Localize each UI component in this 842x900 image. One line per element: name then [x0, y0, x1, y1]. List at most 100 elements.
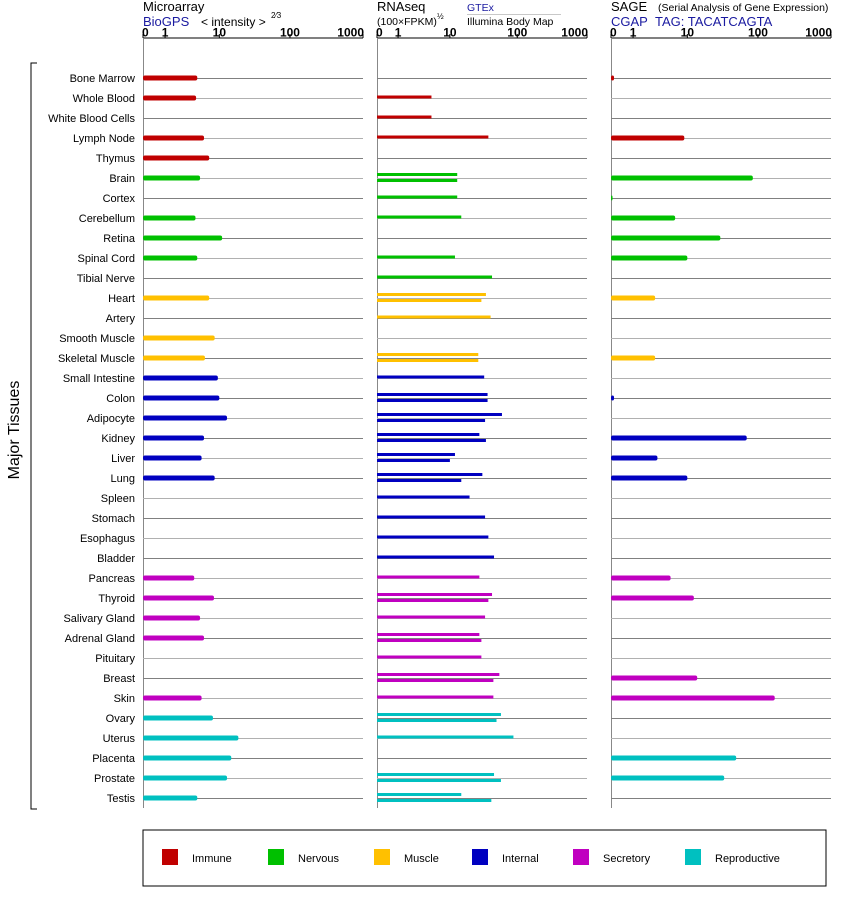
sage-tick-label: 1 — [630, 26, 637, 40]
legend-label: Secretory — [603, 853, 651, 865]
rnaseq-bar — [377, 115, 432, 119]
tissue-label: Thymus — [96, 153, 136, 165]
microarray-tick-label: 1000 — [337, 26, 364, 40]
microarray-unit: < intensity > — [201, 15, 266, 29]
y-axis-title: Major Tissues — [6, 381, 23, 480]
microarray-bar — [143, 175, 201, 181]
rnaseq-bar — [377, 655, 482, 659]
rnaseq-tick-label: 0 — [376, 26, 383, 40]
tissue-label: Pituitary — [95, 653, 135, 665]
rnaseq-bar — [377, 799, 492, 802]
rnaseq-bar — [377, 673, 500, 676]
sage-bar — [611, 75, 615, 81]
microarray-bar — [143, 255, 198, 261]
tissue-label: Artery — [106, 313, 136, 325]
microarray-bar — [143, 455, 202, 461]
legend-label: Nervous — [298, 853, 339, 865]
tissue-label: Spinal Cord — [78, 253, 135, 265]
rnaseq-bar — [377, 419, 486, 422]
microarray-bar — [143, 395, 220, 401]
microarray-bar — [143, 695, 202, 701]
microarray-bar — [143, 215, 196, 221]
rnaseq-bar — [377, 495, 470, 499]
tissue-label: Skin — [114, 693, 135, 705]
rnaseq-bar — [377, 275, 493, 279]
rnaseq-bar — [377, 773, 495, 776]
rnaseq-bar — [377, 393, 488, 396]
sage-bar — [611, 675, 698, 681]
rnaseq-bar — [377, 359, 479, 362]
rnaseq-bar — [377, 575, 480, 579]
sage-source: CGAP — [611, 14, 648, 29]
tissue-label: Kidney — [101, 433, 135, 445]
rnaseq-bar — [377, 615, 486, 619]
sage-tick-label: 0 — [610, 26, 617, 40]
tissue-label: Skeletal Muscle — [58, 353, 135, 365]
rnaseq-tick-label: 1 — [395, 26, 402, 40]
tissue-label: Stomach — [92, 513, 135, 525]
tissue-label: Brain — [109, 173, 135, 185]
legend-swatch — [268, 849, 284, 865]
microarray-tick-label: 1 — [162, 26, 169, 40]
legend-swatch — [374, 849, 390, 865]
rnaseq-bar — [377, 555, 495, 559]
rnaseq-bar — [377, 375, 485, 379]
tissue-label: Smooth Muscle — [59, 333, 135, 345]
tissue-label: Lymph Node — [73, 133, 135, 145]
rnaseq-unit: (100×FPKM) — [377, 16, 437, 28]
rnaseq-unit-exponent: ½ — [437, 12, 444, 21]
rnaseq-bar — [377, 135, 489, 139]
microarray-tick-label: 100 — [280, 26, 300, 40]
sage-bar — [611, 575, 671, 581]
tissue-label: Uterus — [103, 733, 136, 745]
sage-bar — [611, 455, 658, 461]
tissue-label: Spleen — [101, 493, 135, 505]
rnaseq-bar — [377, 315, 491, 319]
rnaseq-bar — [377, 793, 462, 796]
tissue-label: Retina — [103, 233, 136, 245]
rnaseq-bar — [377, 293, 486, 296]
rnaseq-bar — [377, 353, 479, 356]
rnaseq-bar — [377, 255, 455, 259]
rnaseq-title: RNAseq — [377, 0, 425, 14]
microarray-unit-exponent: 2⁄3 — [271, 11, 282, 20]
microarray-tick-label: 10 — [213, 26, 227, 40]
rnaseq-bar — [377, 413, 502, 416]
tissue-label: Pancreas — [89, 573, 136, 585]
microarray-bar — [143, 795, 198, 801]
sage-tick-label: 10 — [681, 26, 695, 40]
microarray-bar — [143, 715, 213, 721]
legend-label: Muscle — [404, 853, 439, 865]
rnaseq-bar — [377, 593, 493, 596]
tissue-label: Colon — [106, 393, 135, 405]
rnaseq-bar — [377, 633, 480, 636]
microarray-panel: 0 1 10 100 1000 — [142, 26, 364, 808]
rnaseq-bar — [377, 713, 501, 716]
microarray-bar — [143, 755, 232, 761]
microarray-bar — [143, 155, 210, 161]
microarray-bar — [143, 295, 210, 301]
tissue-label: Thyroid — [98, 593, 135, 605]
tissue-label: Tibial Nerve — [77, 273, 135, 285]
rnaseq-bar — [377, 719, 497, 722]
tissue-label: Salivary Gland — [63, 613, 135, 625]
microarray-tick-label: 0 — [142, 26, 149, 40]
tissue-label: Testis — [107, 793, 136, 805]
sage-subtitle: (Serial Analysis of Gene Expression) — [658, 2, 828, 14]
legend-label: Internal — [502, 853, 539, 865]
microarray-title: Microarray — [143, 0, 205, 14]
sage-bar — [611, 755, 737, 761]
rnaseq-bar — [377, 439, 486, 442]
rnaseq-bar — [377, 473, 483, 476]
tissue-label: Heart — [108, 293, 135, 305]
microarray-source: BioGPS — [143, 14, 190, 29]
legend-swatch — [472, 849, 488, 865]
sage-panel: 0 1 10 100 1000 — [610, 26, 832, 808]
sage-bar — [611, 135, 685, 141]
rnaseq-bar — [377, 95, 432, 99]
tissue-label: Prostate — [94, 773, 135, 785]
sage-bar — [611, 295, 656, 301]
tissue-label: Adrenal Gland — [65, 633, 135, 645]
tissue-label: Adipocyte — [87, 413, 135, 425]
rnaseq-bar — [377, 479, 462, 482]
